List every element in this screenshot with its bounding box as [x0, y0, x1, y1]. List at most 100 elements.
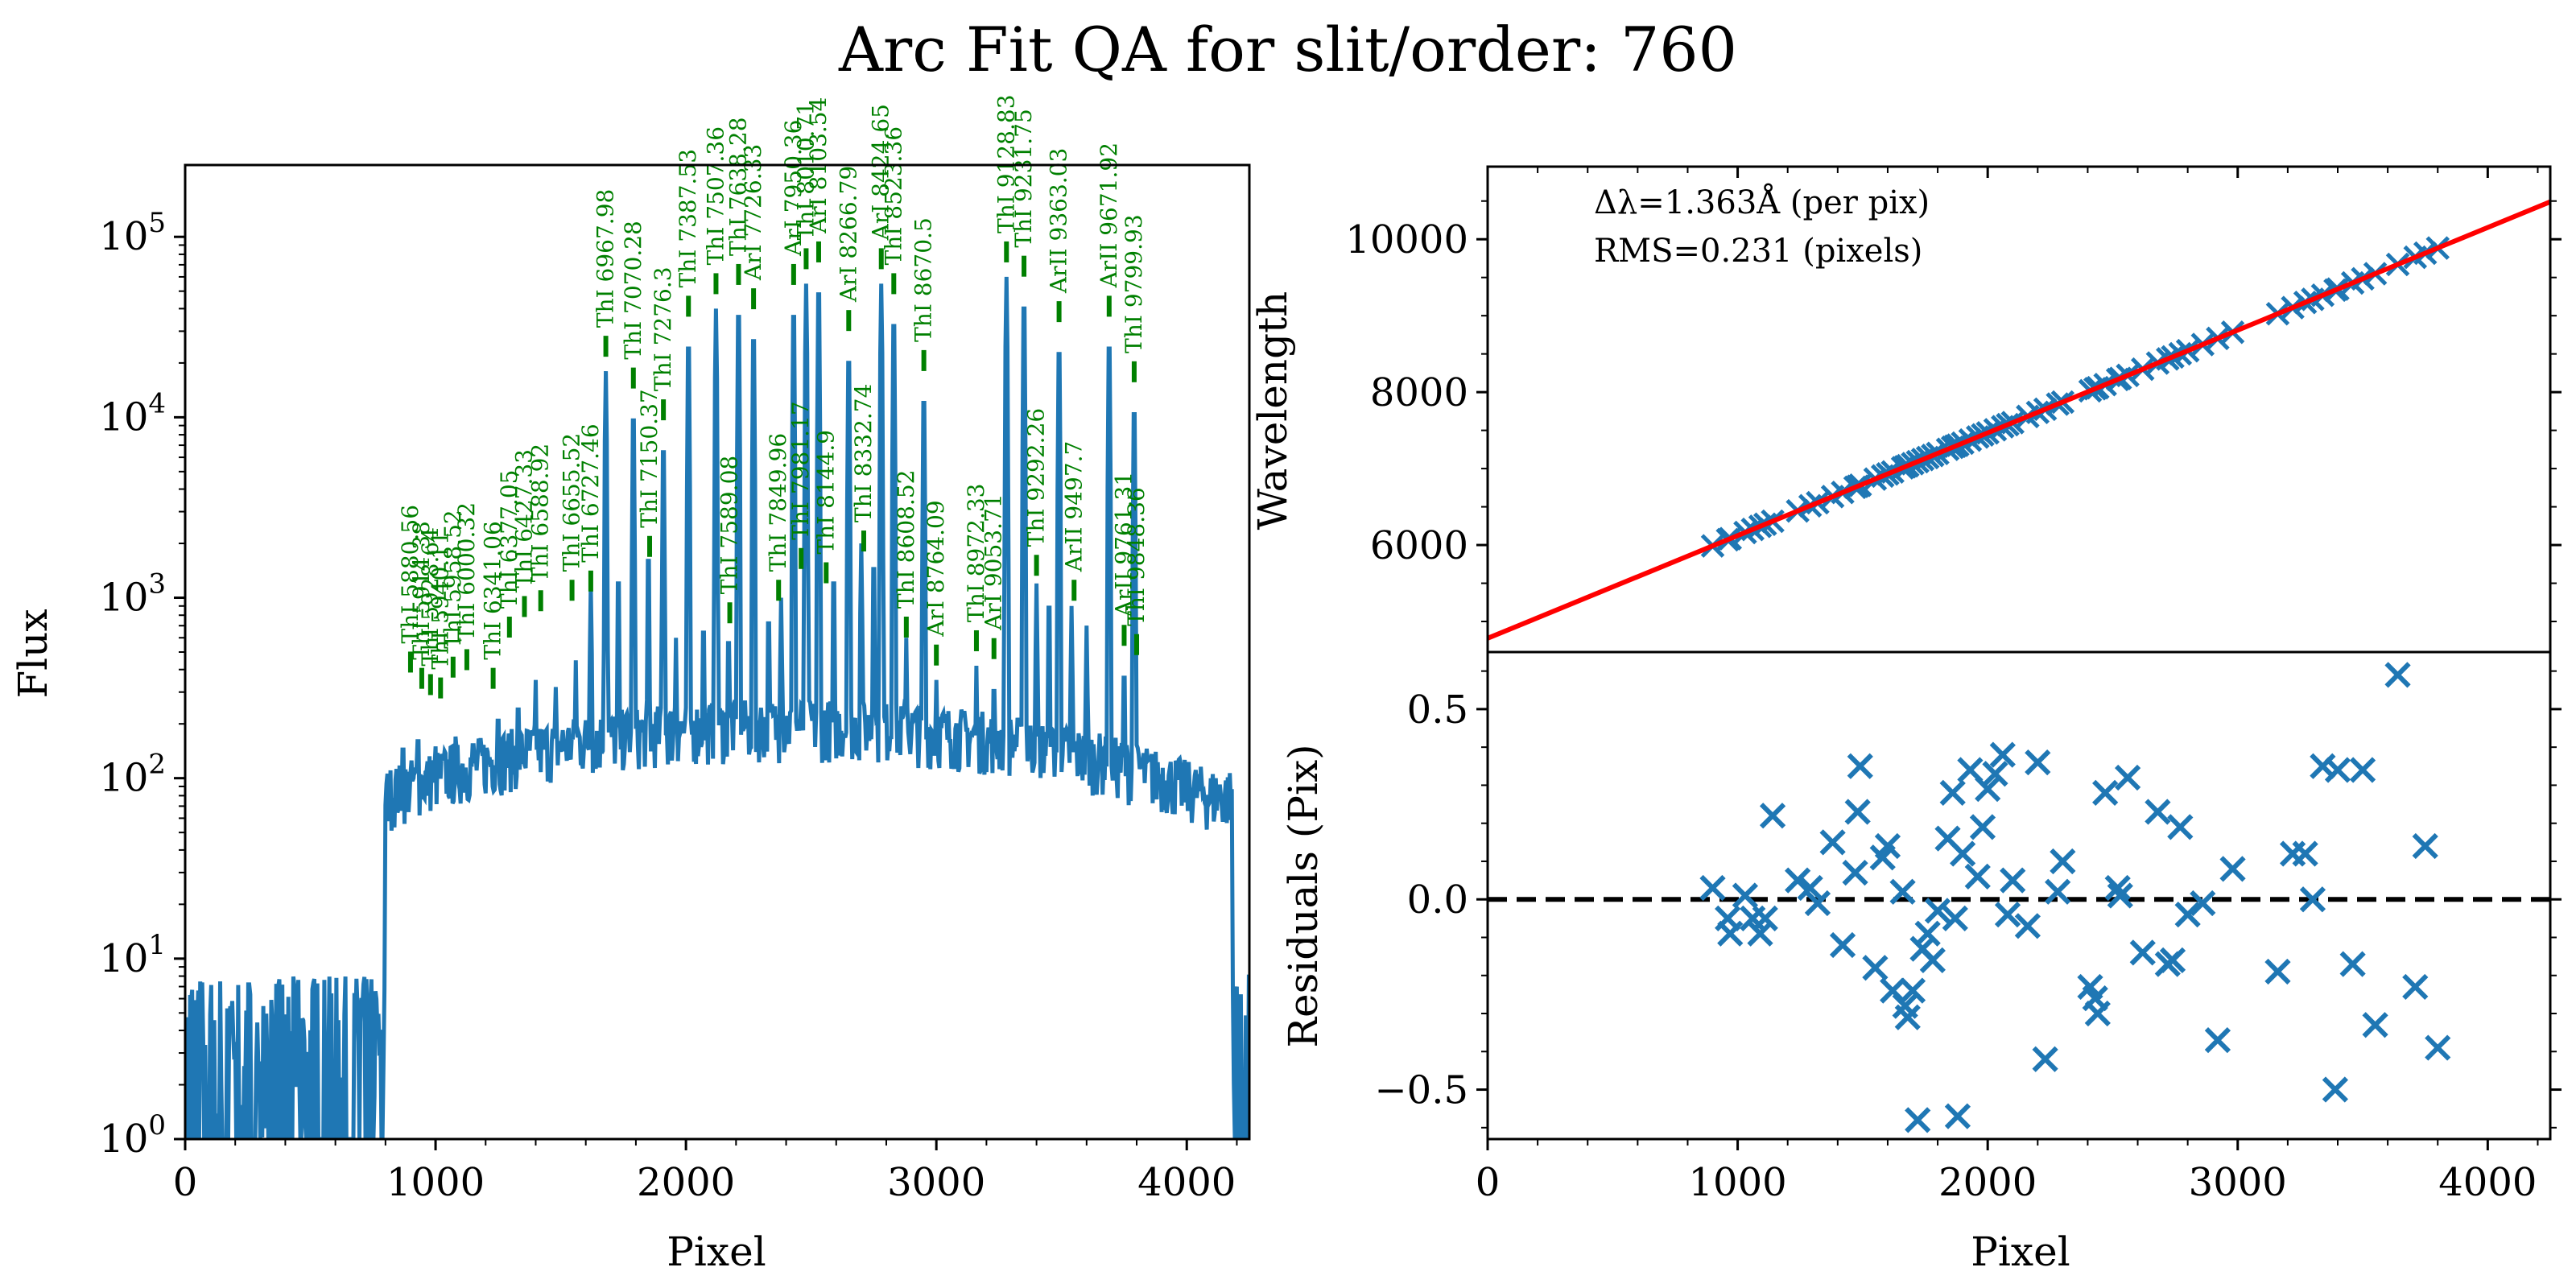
line-id-label: ThI 8523.36	[880, 126, 906, 265]
residual-point	[2292, 840, 2318, 867]
residual-point	[1829, 931, 1856, 959]
residual-point	[1717, 920, 1744, 947]
residual-point	[2014, 913, 2041, 939]
line-id-label: ThI 6655.52	[559, 433, 585, 572]
line-id-label: ThI 8608.52	[893, 470, 919, 609]
line-id-label: ThI 7638.28	[724, 117, 751, 255]
spectrum-line	[185, 276, 1249, 1139]
line-id-label: ThI 7589.08	[716, 456, 743, 594]
y-tick-label: 102	[99, 749, 166, 801]
line-id-label: ThI 5940.11	[427, 530, 453, 669]
y-tick-label: 105	[99, 207, 166, 259]
residual-point	[1989, 741, 2016, 768]
x-tick-label: 2000	[637, 1160, 735, 1205]
residual-point	[2092, 779, 2119, 807]
line-id-label: ThI 5958.52	[440, 510, 466, 648]
residual-point	[2324, 757, 2351, 783]
residual-point	[1759, 803, 1786, 829]
line-id-label: ThI 7150.37	[636, 389, 663, 527]
residuals-panel: 0.5 0.0 −0.5 0 1000 2000 3000 4000	[1374, 650, 2562, 1205]
residual-point	[1905, 1107, 1931, 1133]
line-id-label: ThI 7070.28	[620, 221, 646, 359]
residual-point	[1889, 878, 1916, 905]
residual-point	[2032, 1046, 2058, 1072]
line-id-label: ArII 9761.31	[1110, 472, 1137, 617]
x-tick-label: 0	[173, 1160, 198, 1205]
residual-point	[2402, 973, 2429, 1001]
residual-point	[2425, 1034, 2451, 1061]
line-id-label: ArI 9053.71	[980, 493, 1007, 630]
residual-point	[1949, 840, 1976, 867]
residual-point	[2025, 749, 2051, 776]
x-tick-label: 2000	[1938, 1160, 2037, 1205]
y-tick-label: 101	[99, 929, 166, 981]
residual-point	[1874, 832, 1901, 860]
line-id-label: ArI 8424.65	[868, 104, 894, 241]
residual-point	[1785, 867, 1811, 894]
dispersion-annotation: Δλ=1.363Å (per pix)	[1594, 184, 1930, 221]
x-tick-label: 1000	[1689, 1160, 1787, 1205]
line-id-label: ArI 7726.33	[740, 144, 766, 281]
residual-point	[1804, 890, 1831, 917]
line-id-label: ArII 9497.7	[1060, 441, 1087, 573]
line-id-label: ThI 9231.75	[1010, 109, 1037, 247]
fit-line	[1486, 199, 2552, 641]
residual-point	[2167, 814, 2194, 840]
residual-point	[2000, 867, 2026, 894]
spectrum-y-label: Flux	[10, 609, 56, 698]
residual-point	[2107, 882, 2133, 909]
residual-point	[2349, 757, 2376, 783]
y-tick-label: 103	[99, 568, 166, 621]
line-id-label: ThI 7849.96	[765, 433, 791, 572]
y-tick-label: 6000	[1370, 523, 1468, 568]
line-id-label: ArII 9363.03	[1046, 148, 1072, 294]
residual-point	[2264, 958, 2291, 985]
line-id-label: ThI 7981.17	[787, 401, 814, 539]
line-id-label: ThI 5928.64	[417, 527, 444, 666]
line-id-label: ThI 6588.92	[527, 444, 554, 582]
line-id-label: ThI 8144.9	[812, 430, 839, 555]
residual-point	[2204, 1026, 2231, 1054]
x-tick-label: 1000	[386, 1160, 485, 1205]
residual-point	[1924, 898, 1951, 924]
figure-title: Arc Fit QA for slit/order: 760	[838, 14, 1737, 85]
y-tick-label: 8000	[1370, 370, 1468, 415]
line-id-label: ArII 9671.92	[1096, 142, 1122, 288]
residual-point	[1939, 779, 1966, 807]
line-id-label: ThI 8670.5	[910, 217, 937, 342]
residual-point	[1942, 905, 1968, 931]
residual-point	[2104, 874, 2131, 902]
residual-point	[1797, 874, 1823, 902]
residual-point	[1969, 814, 1996, 840]
line-id-label: ThI 6427.33	[510, 449, 537, 588]
residual-point	[2129, 939, 2156, 966]
residual-point	[1842, 860, 1868, 886]
residuals-x-label: Pixel	[1971, 1228, 2070, 1275]
residual-point	[1982, 761, 2008, 787]
residual-point	[2219, 856, 2246, 882]
residual-point	[2190, 890, 2216, 917]
line-id-label: ThI 8010.71	[792, 101, 819, 240]
residual-point	[2384, 662, 2411, 688]
residual-point	[2159, 947, 2186, 973]
line-id-label: ArI 8764.09	[923, 500, 949, 637]
residual-point	[1899, 977, 1926, 1004]
residual-point	[2050, 848, 2076, 875]
residual-point	[1732, 882, 1759, 909]
residual-point	[2084, 1000, 2111, 1027]
line-id-label: ThI 9799.93	[1121, 214, 1147, 353]
residuals-frame	[1486, 650, 2552, 1141]
rms-annotation: RMS=0.231 (pixels)	[1594, 233, 1922, 270]
residual-point	[1975, 776, 2001, 803]
residual-point	[1844, 799, 1871, 825]
line-id-label: ThI 5914.38	[408, 521, 435, 659]
wavelength-fit-panel: 6000 8000 10000	[1345, 165, 2562, 654]
x-tick-label: 3000	[887, 1160, 985, 1205]
residual-point	[2145, 799, 2171, 825]
residual-point	[1919, 947, 1946, 973]
line-id-label: ThI 6727.46	[577, 423, 604, 562]
line-id-label: ThI 6341.06	[480, 521, 506, 659]
line-id-label: ThI 7507.36	[702, 126, 729, 265]
